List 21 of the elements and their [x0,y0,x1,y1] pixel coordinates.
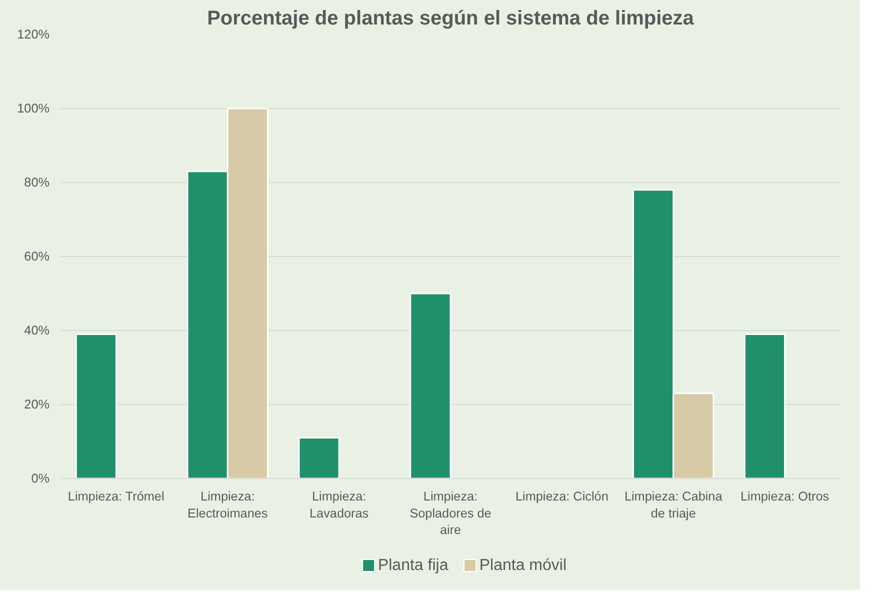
y-tick-label: 100% [17,102,50,116]
y-tick-label: 80% [24,176,50,190]
bar [744,333,786,478]
y-tick-label: 0% [31,472,50,486]
legend-label: Planta móvil [479,557,567,574]
y-tick-label: 120% [17,28,50,42]
x-tick-label: Limpieza: Lavadoras [310,490,369,520]
bar [75,333,117,478]
chart-title: Porcentaje de plantas según el sistema de limpieza [207,8,695,30]
x-tick-label: Limpieza: Trómel [68,490,164,504]
y-tick-label: 40% [24,324,50,338]
legend-label: Planta fija [378,557,448,574]
x-tick-label: Limpieza: Electroimanes [188,490,268,520]
bar [298,437,340,478]
bar [410,292,452,478]
y-tick-label: 60% [24,250,50,264]
x-tick-label: Limpieza: Ciclón [516,490,608,504]
x-tick-label: Limpieza: Cabina de triaje [624,490,724,520]
x-tick-label: Limpieza: Sopladores de aire [410,490,492,538]
x-tick-label: Limpieza: Otros [740,490,830,504]
y-tick-label: 20% [24,398,50,412]
